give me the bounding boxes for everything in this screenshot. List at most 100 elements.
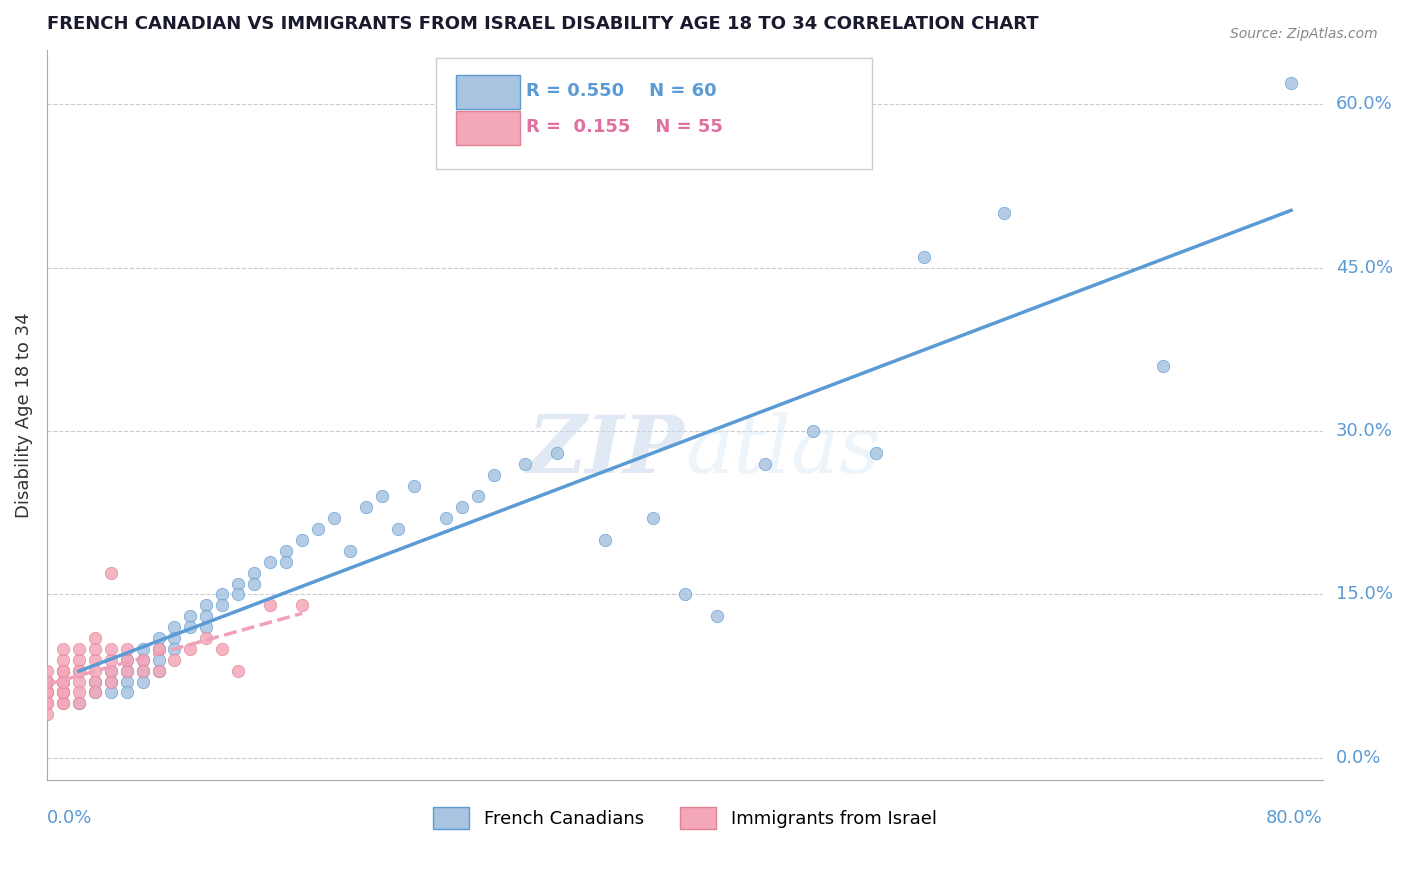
Legend: French Canadians, Immigrants from Israel: French Canadians, Immigrants from Israel [426,800,943,837]
Point [243,566,266,580]
Point [450,500,472,515]
Text: R =  0.155    N = 55: R = 0.155 N = 55 [526,118,723,136]
Point [148,641,170,656]
Point [673,587,696,601]
Point [211,599,233,613]
Point [131,641,153,656]
Point [100,566,122,580]
Point [83,685,105,699]
Point [52,674,75,689]
Point [754,457,776,471]
Point [115,653,138,667]
Point [52,664,75,678]
Point [467,490,489,504]
Point [148,664,170,678]
Point [402,478,425,492]
Point [276,555,298,569]
Text: 0.0%: 0.0% [46,809,93,827]
Point [131,674,153,689]
Point [482,467,505,482]
Point [801,424,824,438]
Point [546,446,568,460]
Point [131,653,153,667]
Point [35,674,58,689]
Point [323,511,346,525]
Point [291,533,314,547]
Point [641,511,664,525]
Point [52,674,75,689]
Point [100,653,122,667]
Point [83,674,105,689]
Point [115,685,138,699]
Point [35,685,58,699]
Point [515,457,537,471]
Point [865,446,887,460]
Text: 15.0%: 15.0% [1336,585,1393,604]
Point [52,697,75,711]
Point [1153,359,1175,373]
Point [52,685,75,699]
Point [35,707,58,722]
Point [100,664,122,678]
Point [131,653,153,667]
Y-axis label: Disability Age 18 to 34: Disability Age 18 to 34 [15,312,32,517]
Point [706,609,728,624]
Point [52,664,75,678]
Point [67,664,90,678]
Point [52,641,75,656]
Point [259,599,281,613]
Point [163,631,186,645]
Text: FRENCH CANADIAN VS IMMIGRANTS FROM ISRAEL DISABILITY AGE 18 TO 34 CORRELATION CH: FRENCH CANADIAN VS IMMIGRANTS FROM ISRAE… [46,15,1039,33]
Point [52,664,75,678]
Point [115,653,138,667]
Point [131,664,153,678]
Point [115,674,138,689]
Point [307,522,329,536]
Point [434,511,457,525]
Point [148,641,170,656]
Point [83,641,105,656]
Point [179,641,201,656]
Point [52,685,75,699]
Point [131,664,153,678]
Point [195,631,218,645]
Point [179,609,201,624]
Point [387,522,409,536]
Point [211,641,233,656]
Point [163,653,186,667]
Point [226,664,249,678]
Point [148,653,170,667]
Point [100,685,122,699]
Point [593,533,616,547]
Point [52,674,75,689]
Point [83,674,105,689]
Point [211,587,233,601]
Point [100,674,122,689]
Point [100,641,122,656]
Point [100,674,122,689]
Point [35,664,58,678]
Point [83,685,105,699]
Point [371,490,394,504]
Point [35,674,58,689]
Point [354,500,377,515]
Text: 80.0%: 80.0% [1267,809,1323,827]
Point [67,697,90,711]
Point [83,653,105,667]
Point [35,674,58,689]
Point [83,664,105,678]
Point [243,576,266,591]
Point [35,697,58,711]
Point [67,674,90,689]
Point [52,685,75,699]
Point [35,685,58,699]
Point [67,685,90,699]
Point [83,631,105,645]
Point [115,641,138,656]
Point [195,620,218,634]
Point [276,544,298,558]
Point [115,664,138,678]
Point [67,641,90,656]
Point [67,697,90,711]
Text: R = 0.550    N = 60: R = 0.550 N = 60 [526,82,717,100]
